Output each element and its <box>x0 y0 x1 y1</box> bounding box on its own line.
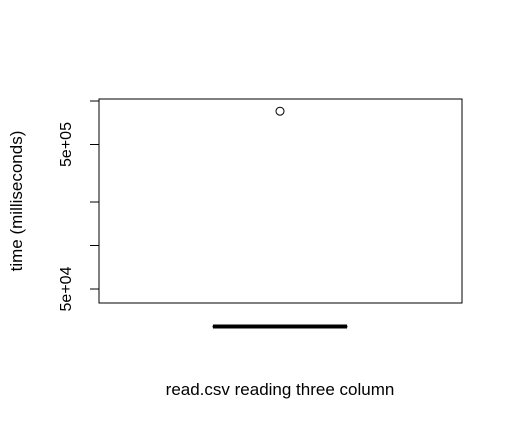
y-axis-label: time (milliseconds) <box>7 131 26 272</box>
plot-marks <box>212 106 348 329</box>
y-tick-label: 5e+04 <box>58 266 75 311</box>
outlier-point <box>275 106 285 116</box>
y-axis: 5e+04 5e+05 <box>58 100 100 311</box>
plot-frame <box>98 98 463 304</box>
y-tick-label: 5e+05 <box>58 122 75 167</box>
x-axis-label: read.csv reading three column <box>166 380 395 399</box>
